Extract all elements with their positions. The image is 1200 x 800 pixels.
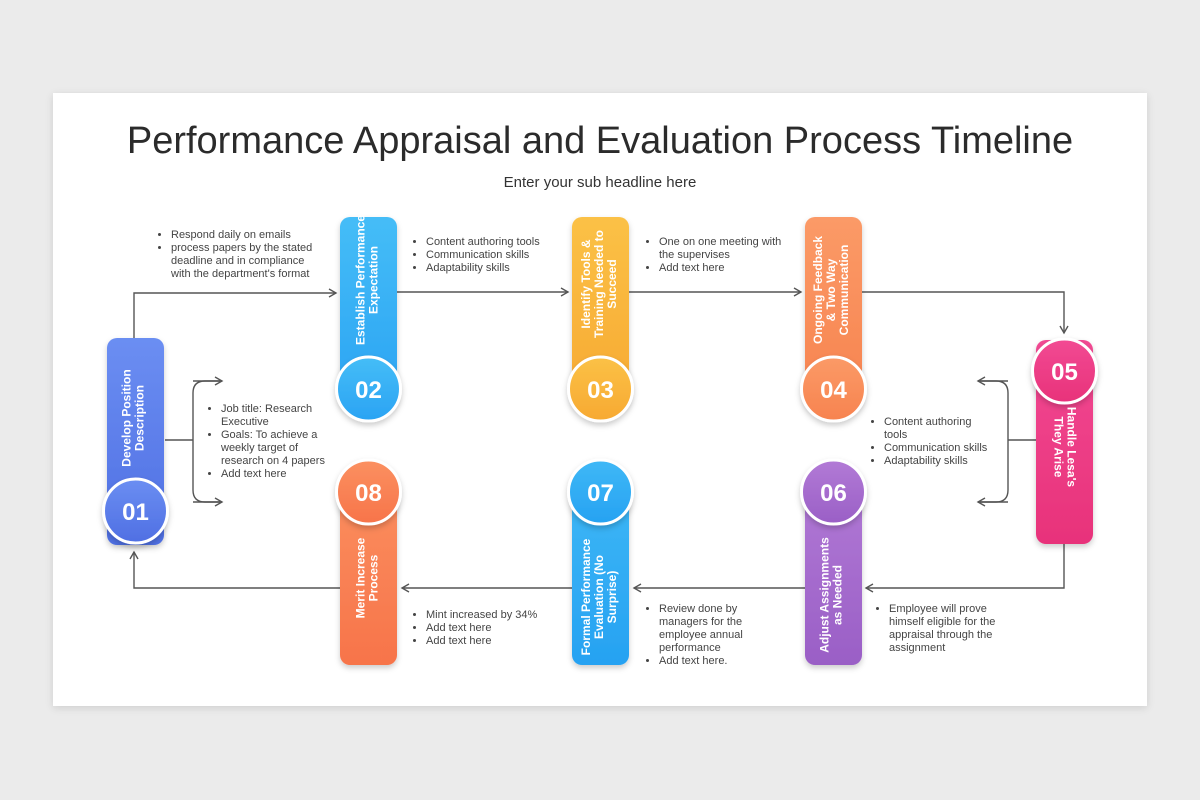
bullet: process papers by the stated deadline an… (171, 242, 315, 281)
bullet-list: Mint increased by 34%Add text hereAdd te… (410, 609, 550, 648)
bullet: Add text here (426, 635, 550, 648)
step-label: Establish Performance (354, 215, 368, 345)
step: 04 Ongoing Feedback & Two Way Communication (800, 217, 867, 423)
note: Respond daily on emailsprocess papers by… (155, 229, 315, 281)
note: Employee will prove himself eligible for… (873, 603, 1003, 655)
step-circle (1031, 337, 1098, 405)
step-circle (800, 458, 867, 526)
step-label: Handle Lesa's (1064, 407, 1078, 488)
step-number: 06 (820, 480, 847, 507)
title: Performance Appraisal and Evaluation Pro… (126, 120, 1074, 162)
step-number: 02 (355, 377, 382, 404)
step-pill (805, 475, 862, 665)
step-number: 07 (587, 480, 614, 507)
bullet: Add text here. (659, 655, 783, 668)
step-number: 05 (1051, 359, 1078, 386)
step-label: Communication (837, 245, 851, 336)
step-label: Surprise) (605, 571, 619, 624)
subtitle: Enter your sub headline here (503, 174, 697, 191)
step-label: Evaluation (No (592, 555, 606, 639)
bullet: Goals: To achieve a weekly target of res… (221, 429, 325, 468)
step-label: Expectation (367, 246, 381, 314)
step-circle (567, 355, 634, 423)
step-label: Formal Performance (579, 538, 593, 655)
step-label: Ongoing Feedback (811, 236, 825, 344)
arrow (133, 288, 338, 338)
note: Review done by managers for the employee… (643, 603, 783, 668)
bullet: Add text here (426, 622, 550, 635)
bullet: Add text here (659, 262, 783, 275)
bullet: Communication skills (884, 442, 988, 455)
bullet-list: Employee will prove himself eligible for… (873, 603, 1003, 655)
step-label: Process (367, 554, 381, 601)
bullet: Content authoring tools (426, 236, 550, 249)
note: Mint increased by 34%Add text hereAdd te… (410, 609, 550, 648)
arrow (129, 550, 340, 589)
bullet: Communication skills (426, 249, 550, 262)
step-label: Description (133, 385, 147, 451)
arrow (861, 291, 1069, 335)
step-label: Identify Tools & (579, 239, 593, 328)
bullet: Job title: Research Executive (221, 403, 325, 429)
note: One on one meeting with the supervisesAd… (643, 236, 783, 275)
bullet-list: Content authoring toolsCommunication ski… (868, 416, 988, 468)
step-label: as Needed (831, 565, 845, 625)
bullet: Adaptability skills (426, 262, 550, 275)
bullet: Content authoring tools (884, 416, 988, 442)
bullet: Add text here (221, 468, 325, 481)
step-circle (102, 477, 169, 545)
bullet-list: Content authoring toolsCommunication ski… (410, 236, 550, 275)
step-circle (567, 458, 634, 526)
step-circle (800, 355, 867, 423)
step: 03 Identify Tools & Training Needed to Succ… (567, 217, 634, 423)
bullet: One on one meeting with the supervises (659, 236, 783, 262)
step-number: 03 (587, 377, 614, 404)
step-label: Develop Position (120, 369, 134, 466)
bullet-list: Review done by managers for the employee… (643, 603, 783, 668)
step: 06 Adjust Assignments as Needed (800, 458, 867, 665)
bullet-list: Respond daily on emailsprocess papers by… (155, 229, 315, 281)
bullet: Review done by managers for the employee… (659, 603, 783, 655)
step-number: 01 (122, 499, 149, 526)
step-label: Training Needed to (592, 230, 606, 338)
arrow (864, 543, 1065, 593)
note: Content authoring toolsCommunication ski… (410, 236, 550, 275)
step-label: Merit Increase (354, 537, 368, 618)
step-pill (572, 475, 629, 665)
step-label: Succeed (605, 259, 619, 308)
step: 02 Establish Performance Expectation (335, 215, 402, 423)
step-label: They Arise (1051, 417, 1065, 478)
bullet: Respond daily on emails (171, 229, 315, 242)
step-circle (335, 458, 402, 526)
step: 01 Develop Position Description (102, 338, 169, 545)
note: Content authoring toolsCommunication ski… (868, 416, 988, 468)
bullet-list: One on one meeting with the supervisesAd… (643, 236, 783, 275)
step: 08 Merit Increase Process (335, 458, 402, 665)
bullet-list: Job title: Research ExecutiveGoals: To a… (205, 403, 325, 481)
step-circle (335, 355, 402, 423)
connectors (129, 287, 1069, 593)
step: 07 Formal Performance Evaluation (No Surpri… (567, 458, 634, 665)
bullet: Employee will prove himself eligible for… (889, 603, 1003, 655)
step-pill (340, 475, 397, 665)
note: Job title: Research ExecutiveGoals: To a… (205, 403, 325, 481)
bullet: Mint increased by 34% (426, 609, 550, 622)
step-label: Adjust Assignments (818, 537, 832, 653)
step-label: & Two Way (824, 258, 838, 321)
step-number: 08 (355, 480, 382, 507)
step-number: 04 (820, 377, 847, 404)
bullet: Adaptability skills (884, 455, 988, 468)
